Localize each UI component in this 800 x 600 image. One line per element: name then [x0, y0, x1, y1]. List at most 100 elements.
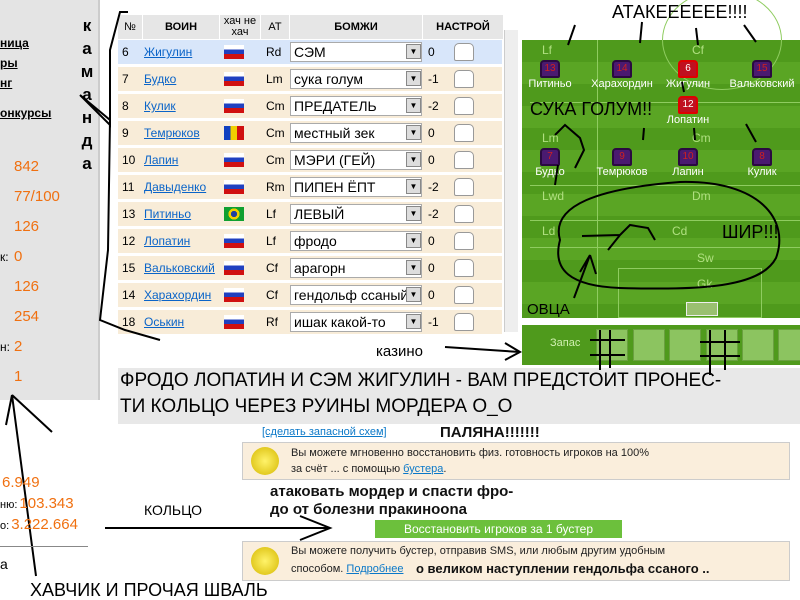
- chevron-down-icon[interactable]: ▼: [406, 179, 421, 194]
- table-row[interactable]: 14 Харахордин Cf гендольф ссаный ▼ 0: [118, 283, 502, 307]
- shirt-icon[interactable]: [454, 313, 474, 331]
- role-select[interactable]: МЭРИ (ГЕЙ): [290, 150, 422, 170]
- more-link[interactable]: Подробнее: [346, 563, 404, 575]
- pitch-player[interactable]: 7 Будко: [517, 148, 583, 179]
- stat-value: 254: [14, 308, 40, 325]
- sidebar-link[interactable]: ница: [0, 36, 29, 50]
- player-name-link[interactable]: Темрюков: [144, 126, 200, 140]
- stat-label: н:: [0, 340, 10, 354]
- pitch: Lf Cf Lm Cm Lwd Dm Ld Cd Sw Gk 13 Питиньо 14 Харахорд…: [522, 0, 800, 318]
- pitch-player[interactable]: 6 Жигулин: [655, 60, 721, 91]
- table-row[interactable]: 18 Оськин Rf ишак какой-то ▼ -1: [118, 310, 502, 334]
- table-row[interactable]: 13 Питиньо Lf ЛЕВЫЙ ▼ -2: [118, 202, 502, 226]
- shirt-icon[interactable]: [454, 124, 474, 142]
- header-form[interactable]: НАСТРОЙ: [423, 15, 503, 39]
- header-player[interactable]: ВОИН: [143, 15, 219, 39]
- table-row[interactable]: 12 Лопатин Lf фродо ▼ 0: [118, 229, 502, 253]
- reserve-slot[interactable]: [706, 329, 738, 361]
- role-select[interactable]: гендольф ссаный: [290, 285, 422, 305]
- chevron-down-icon[interactable]: ▼: [406, 260, 421, 275]
- scheme-link[interactable]: [сделать запасной схем]: [262, 426, 387, 438]
- shirt-icon[interactable]: [454, 205, 474, 223]
- sidebar-link[interactable]: нг: [0, 76, 13, 90]
- chevron-down-icon[interactable]: ▼: [406, 71, 421, 86]
- role-select[interactable]: СЭМ: [290, 42, 422, 62]
- reserve-slot[interactable]: [669, 329, 701, 361]
- role-select[interactable]: ПИПЕН ЁПТ: [290, 177, 422, 197]
- chevron-down-icon[interactable]: ▼: [406, 233, 421, 248]
- shirt-icon[interactable]: [454, 259, 474, 277]
- chevron-down-icon[interactable]: ▼: [406, 152, 421, 167]
- booster-link[interactable]: бустера: [403, 463, 444, 475]
- sidebar-link[interactable]: ры: [0, 56, 18, 70]
- table-row[interactable]: 10 Лапин Cm МЭРИ (ГЕЙ) ▼ 0: [118, 148, 502, 172]
- player-form: -2: [428, 180, 439, 194]
- pitch-player[interactable]: 13 Питиньо: [517, 60, 583, 91]
- pitch-player[interactable]: 9 Темрюков: [589, 148, 655, 179]
- reserve-slot[interactable]: [742, 329, 774, 361]
- pitch-player[interactable]: 15 Вальковский: [729, 60, 795, 91]
- chevron-down-icon[interactable]: ▼: [406, 287, 421, 302]
- sidebar-link[interactable]: онкурсы: [0, 106, 52, 120]
- phone-icon: [251, 547, 279, 575]
- player-name-link[interactable]: Лапин: [144, 153, 179, 167]
- chevron-down-icon[interactable]: ▼: [406, 206, 421, 221]
- player-form: 0: [428, 288, 435, 302]
- shirt-icon[interactable]: [454, 232, 474, 250]
- reserve-slot[interactable]: [778, 329, 800, 361]
- header-nationality[interactable]: хач не хач: [220, 15, 260, 39]
- shirt-icon[interactable]: [454, 178, 474, 196]
- player-name-link[interactable]: Харахордин: [144, 288, 212, 302]
- caption-line-1: ФРОДО ЛОПАТИН И СЭМ ЖИГУЛИН - ВАМ ПРЕДСТ…: [120, 370, 722, 391]
- player-name-link[interactable]: Оськин: [144, 315, 185, 329]
- chevron-down-icon[interactable]: ▼: [406, 314, 421, 329]
- reserve-slot[interactable]: [633, 329, 665, 361]
- player-name-link[interactable]: Давыденко: [144, 180, 207, 194]
- shirt-icon[interactable]: [454, 70, 474, 88]
- role-select[interactable]: ЛЕВЫЙ: [290, 204, 422, 224]
- player-name-link[interactable]: Лопатин: [144, 234, 191, 248]
- role-select[interactable]: сука голум: [290, 69, 422, 89]
- pitch-player[interactable]: 10 Лапин: [655, 148, 721, 179]
- player-name-link[interactable]: Кулик: [144, 99, 176, 113]
- chevron-down-icon[interactable]: ▼: [406, 98, 421, 113]
- table-scrollbar[interactable]: [504, 30, 518, 332]
- player-name-link[interactable]: Вальковский: [144, 261, 215, 275]
- header-num: №: [118, 15, 142, 39]
- player-name-link[interactable]: Жигулин: [144, 45, 193, 59]
- header-position[interactable]: AT: [261, 15, 289, 39]
- player-name-link[interactable]: Питиньо: [144, 207, 192, 221]
- role-select[interactable]: местный зек: [290, 123, 422, 143]
- stat-row: к: 0: [0, 248, 22, 265]
- table-row[interactable]: 6 Жигулин Rd СЭМ ▼ 0: [118, 40, 502, 64]
- role-select[interactable]: ПРЕДАТЕЛЬ: [290, 96, 422, 116]
- chevron-down-icon[interactable]: ▼: [406, 44, 421, 59]
- zone-label: Lwd: [542, 189, 565, 203]
- shirt-icon[interactable]: [454, 151, 474, 169]
- shirt-icon[interactable]: [454, 97, 474, 115]
- jersey-icon: 6: [678, 60, 698, 78]
- table-row[interactable]: 7 Будко Lm сука голум ▼ -1: [118, 67, 502, 91]
- table-row[interactable]: 15 Вальковский Cf арагорн ▼ 0: [118, 256, 502, 280]
- reserve-label: Запас: [550, 337, 581, 349]
- pitch-player[interactable]: 12 Лопатин: [655, 96, 721, 127]
- role-select[interactable]: фродо: [290, 231, 422, 251]
- shirt-icon[interactable]: [454, 286, 474, 304]
- restore-players-button[interactable]: Восстановить игроков за 1 бустер: [375, 520, 622, 538]
- shirt-icon[interactable]: [454, 43, 474, 61]
- pitch-player[interactable]: 14 Харахордин: [589, 60, 655, 91]
- role-select[interactable]: арагорн: [290, 258, 422, 278]
- table-row[interactable]: 8 Кулик Cm ПРЕДАТЕЛЬ ▼ -2: [118, 94, 502, 118]
- pitch-player[interactable]: 8 Кулик: [729, 148, 795, 179]
- chevron-down-icon[interactable]: ▼: [406, 125, 421, 140]
- pitch-player-name: Вальковский: [729, 78, 795, 90]
- player-name-link[interactable]: Будко: [144, 72, 177, 86]
- role-select[interactable]: ишак какой-то: [290, 312, 422, 332]
- zone-label: Ld: [542, 224, 556, 238]
- pitch-player-name: Жигулин: [665, 78, 711, 90]
- table-row[interactable]: 11 Давыденко Rm ПИПЕН ЁПТ ▼ -2: [118, 175, 502, 199]
- reserve-slot[interactable]: [596, 329, 628, 361]
- russia-flag-icon: [224, 72, 244, 86]
- table-row[interactable]: 9 Темрюков Cm местный зек ▼ 0: [118, 121, 502, 145]
- polyana-annotation: ПАЛЯНА!!!!!!!: [440, 424, 540, 441]
